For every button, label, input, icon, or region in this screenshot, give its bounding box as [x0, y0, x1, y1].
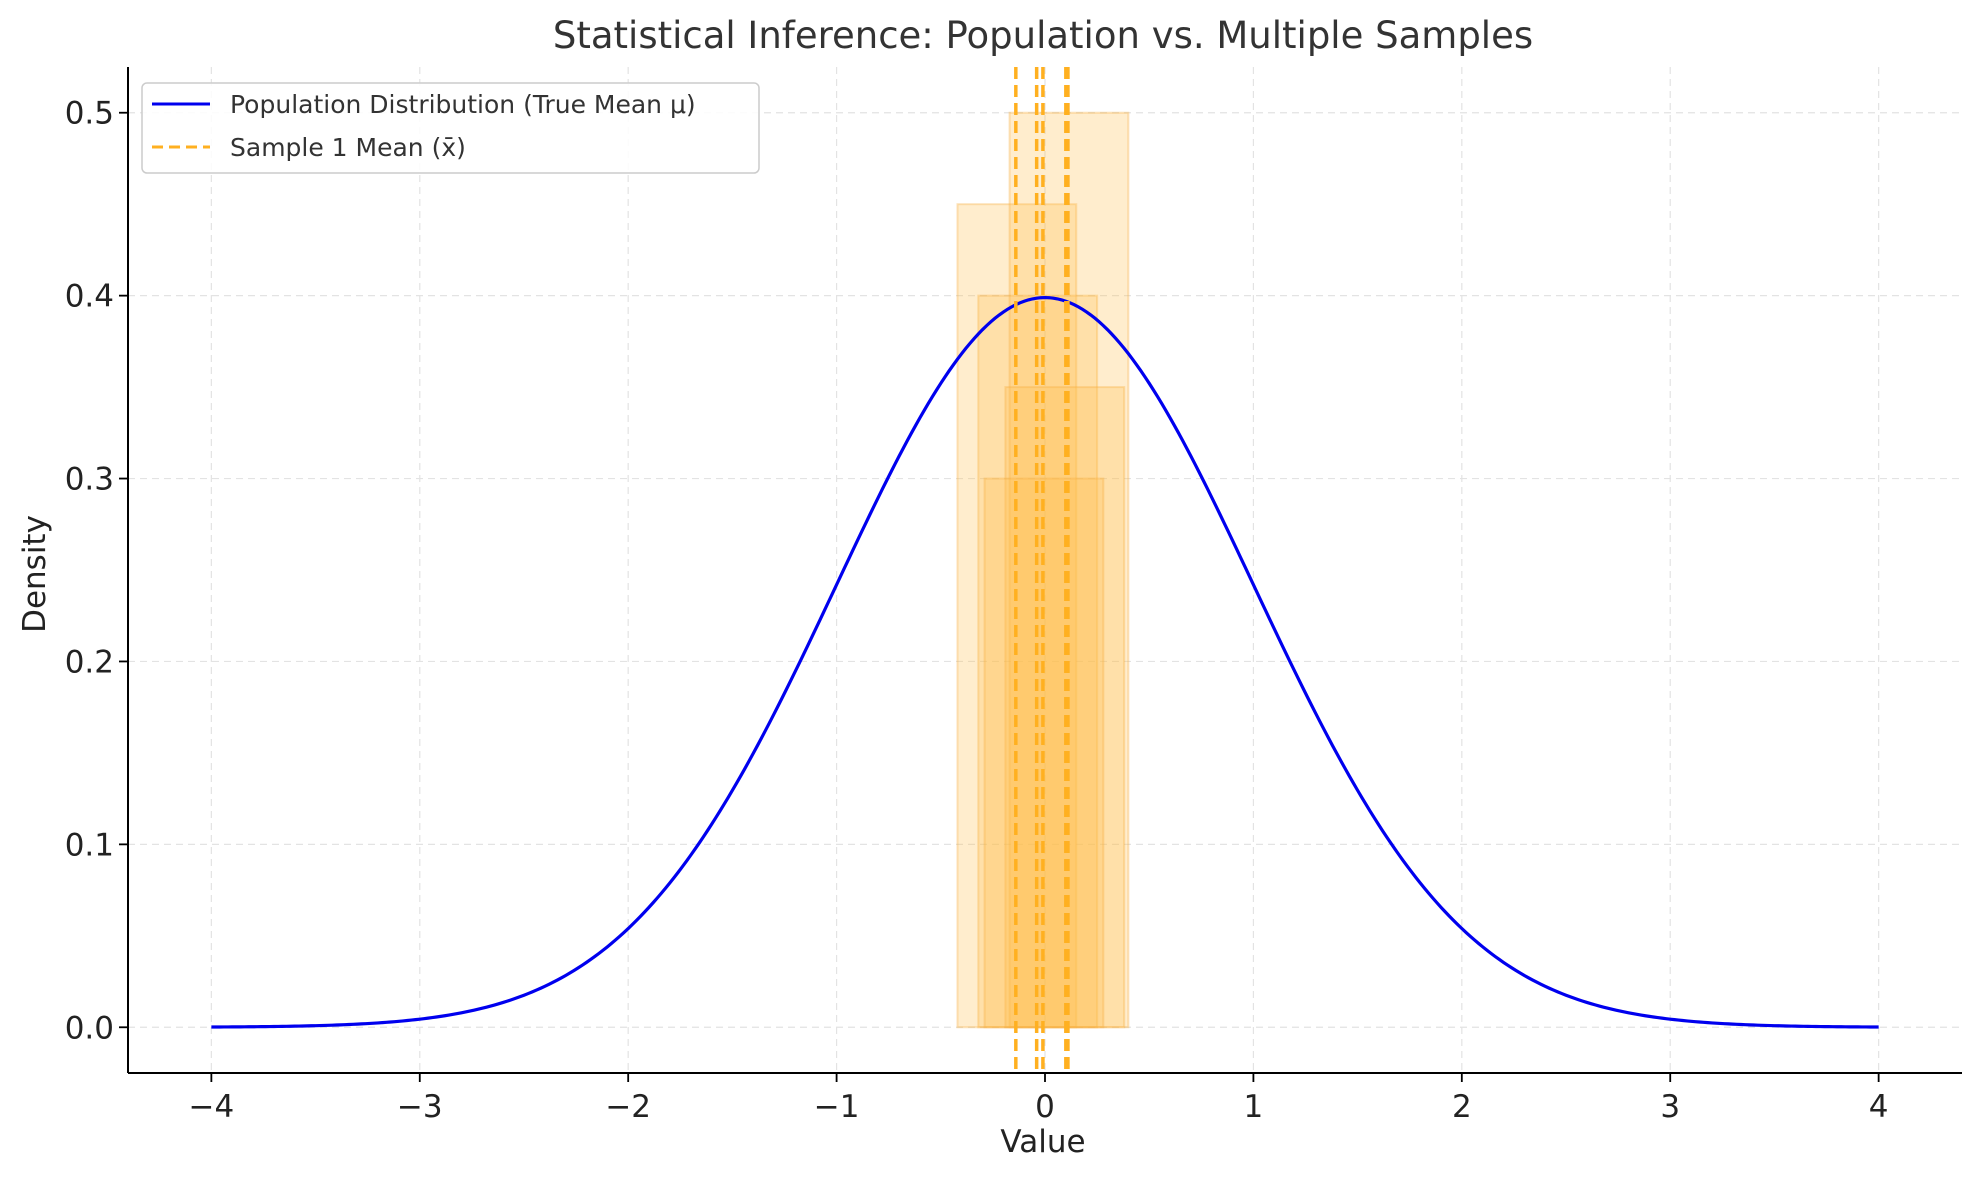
legend: Population Distribution (True Mean μ) Sa…	[141, 82, 760, 174]
y-tick-label-4: 0.4	[65, 279, 114, 315]
y-tick-label-1: 0.1	[65, 827, 114, 863]
chart-title: Statistical Inference: Population vs. Mu…	[553, 14, 1533, 57]
x-tick-label-8: 4	[1869, 1089, 1889, 1125]
x-tick-label-7: 3	[1660, 1089, 1680, 1125]
sample-histograms	[956, 111, 1130, 1029]
x-tick-label-4: 0	[1035, 1089, 1055, 1125]
x-ticks: −4 −3 −2 −1 0 1 2 3 4	[189, 1073, 1889, 1125]
sample-mean-lines	[1014, 67, 1070, 1073]
x-tick-label-6: 2	[1452, 1089, 1472, 1125]
x-tick-label-1: −3	[397, 1089, 443, 1125]
legend-sample-mean-label: Sample 1 Mean (x̄)	[230, 133, 466, 162]
x-tick-label-0: −4	[189, 1089, 235, 1125]
y-tick-label-0: 0.0	[65, 1010, 114, 1046]
legend-population-label: Population Distribution (True Mean μ)	[230, 90, 696, 119]
y-tick-label-2: 0.2	[65, 644, 114, 680]
y-tick-label-3: 0.3	[65, 462, 114, 498]
population-curve-layer	[211, 295, 1879, 1029]
x-axis-label: Value	[1000, 1124, 1085, 1160]
x-tick-label-3: −1	[814, 1089, 860, 1125]
y-ticks: 0.0 0.1 0.2 0.3 0.4 0.5	[65, 96, 128, 1046]
x-tick-label-2: −2	[605, 1089, 651, 1125]
x-tick-label-5: 1	[1244, 1089, 1264, 1125]
legend-box	[141, 82, 760, 174]
y-tick-label-5: 0.5	[65, 96, 114, 132]
population-curve	[211, 295, 1879, 1029]
y-axis-label: Density	[17, 515, 53, 633]
